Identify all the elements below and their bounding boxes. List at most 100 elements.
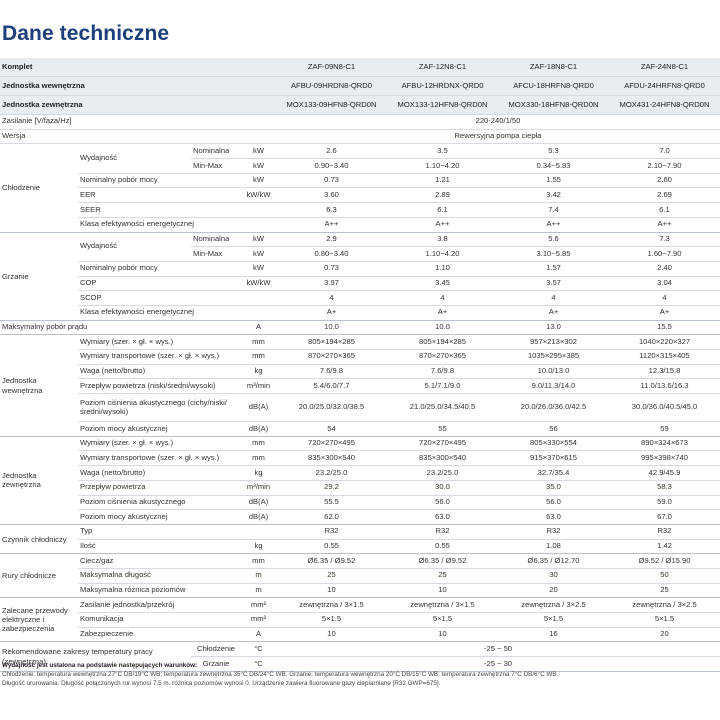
row-label: Wydajność [78,232,191,262]
value-cell: Ø6.35 / Ø12.70 [498,553,609,569]
value-cell: 32.7/35.4 [498,465,609,481]
unit-cell: mm [241,436,276,452]
value-cell: 25 [609,583,720,599]
footnote-line: Chłodzenie: temperatura wewnętrzna 27°C … [2,671,559,679]
value-cell: 55.5 [276,495,387,511]
value-cell: 3.97 [276,276,387,292]
value-cell: 6.1 [387,202,498,218]
value-cell: 15.5 [609,320,720,336]
unit-cell: kW/kW [241,276,276,292]
unit-cell: mm² [241,597,276,613]
value-cell: 3.5 [387,143,498,160]
row-label: Poziom ciśnienia akustycznego (cichy/nis… [78,393,241,423]
unit-cell: mm [241,553,276,569]
value-cell: A+ [609,305,720,321]
table-row: Grzanie Wydajność Nominalna kW 2.9 3.8 5.6 7.3 [0,232,720,321]
value-cell: 6.1 [609,202,720,218]
table-row: Poziom ciśnienia akustycznego dB(A) 55.5 56… [0,495,720,511]
row-label: Zabezpieczenie [78,627,241,643]
value-cell: 35.0 [498,480,609,496]
unit-cell: mm [241,334,276,350]
row-label: Przepływ powietrza (niski/średni/wysoki) [78,378,241,395]
value-cell: 5×1.5 [276,612,387,628]
value-cell: 6.3 [276,202,387,218]
unit-cell: kg [241,465,276,481]
value-cell: 13.0 [498,320,609,336]
value-cell: 25 [387,568,498,584]
row-label: Maksymalna długość [78,568,241,584]
value-cell: 0.90~3.40 [276,158,387,174]
value-cell: 3.8 [387,232,498,248]
row-label: Wymiary transportowe (szer. × gł. × wys.… [78,450,241,467]
value-cell: 16 [498,627,609,643]
row-label: Typ [78,524,241,540]
unit-cell [241,290,276,306]
value-cell: 835×300×540 [387,450,498,467]
value-cell: 0.55 [276,539,387,555]
row-label: SEER [78,202,241,218]
row-label: Waga (netto/brutto) [78,465,241,481]
table-row: COP kW/kW 3.97 3.45 3.57 3.04 [0,276,720,292]
value-cell: MOX133-12HFN8-QRD0N [387,95,498,115]
value-cell: 0.80~3.40 [276,246,387,262]
value-cell: 805×194×285 [387,334,498,350]
table-row: EER kW/kW 3.60 2.89 3.42 2.69 [0,187,720,204]
group-label: Grzanie [0,232,78,321]
value-cell: -25 ~ 50 [276,641,720,658]
value-cell: 7.0 [609,143,720,160]
value-cell: 62.0 [276,509,387,525]
value-cell: 20 [498,583,609,599]
value-cell: ZAF-24N8-C1 [609,58,720,77]
value-cell: A++ [276,217,387,233]
unit-cell [241,305,276,321]
value-cell: 30 [498,568,609,584]
value-cell: 2.10~7.90 [609,158,720,174]
value-cell: 20 [609,627,720,643]
table-row: Rekomendowane zakresy temperatury pracy … [0,641,720,672]
value-cell: 10 [387,583,498,599]
unit-cell: A [241,320,276,336]
group-label: Zalecane przewody elektryczne i zabezpie… [0,597,78,643]
unit-cell: dB(A) [241,421,276,437]
unit-cell: m [241,583,276,599]
value-cell: 23.2/25.0 [387,465,498,481]
unit-cell: kW [241,173,276,189]
table-row: Poziom mocy akustycznej dB(A) 54 55 56 59 [0,421,720,437]
unit-cell: kg [241,539,276,555]
table-row: Nominalny pobór mocy kW 0.73 1.10 1.57 2.40 [0,261,720,277]
value-cell: 1.10 [387,261,498,277]
unit-cell: kW [241,232,276,248]
value-cell: 54 [276,421,387,437]
table-row: Waga (netto/brutto) kg 7.6/9.8 7.6/9.8 10.0/… [0,364,720,380]
row-label: Ciecz/gaz [78,553,241,569]
unit-cell: m³/min [241,480,276,496]
value-cell: 12.3/15.8 [609,364,720,380]
value-cell: 55 [387,421,498,437]
value-cell: MOX431-24HFN8-QRD0N [609,95,720,115]
table-row: Wersja Rewersyjna pompa ciepła [0,129,720,145]
group-label: Chłodzenie [0,143,78,233]
value-cell: 56.0 [498,495,609,511]
value-cell: R32 [498,524,609,540]
table-row: Waga (netto/brutto) kg 23.2/25.0 23.2/25.0 3… [0,465,720,481]
value-cell: ZAF-12N8-C1 [387,58,498,77]
table-row: Jednostka zewnętrzna Wymiary (szer. × gł.… [0,436,720,525]
value-cell: 2.69 [609,187,720,204]
value-cell: 30.0 [387,480,498,496]
value-cell: 5×1.5 [387,612,498,628]
value-cell: 870×270×365 [387,349,498,365]
sub-label: Nominalna [191,143,241,160]
value-cell: 3.04 [609,276,720,292]
table-row: Komunikacja mm² 5×1.5 5×1.5 5×1.5 5×1.5 [0,612,720,628]
value-cell: zewnętrzna / 3×1.5 [387,597,498,613]
table-row: Chłodzenie Wydajność Nominalna kW 2.6 3.5 5.3 7… [0,143,720,233]
table-row: Czynnik chłodniczy Typ R32 R32 R32 R32 [0,524,720,555]
value-cell: 870×270×365 [276,349,387,365]
table-row: Przepływ powietrza (niski/średni/wysoki)… [0,378,720,395]
header-label: Komplet [0,58,276,77]
value-cell: A++ [498,217,609,233]
value-cell: A++ [609,217,720,233]
value-cell: 5.4/6.0/7.7 [276,378,387,395]
value-cell: 63.0 [387,509,498,525]
value-cell: 957×213×302 [498,334,609,350]
